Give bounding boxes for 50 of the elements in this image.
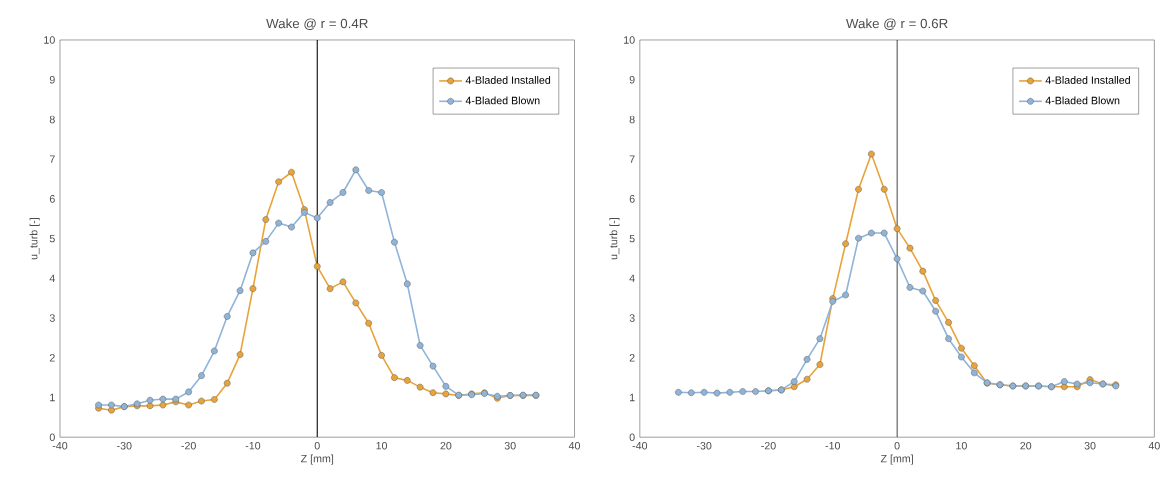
x-tick-label: 30 [1084,441,1096,450]
x-tick-label: 40 [568,441,581,450]
chart-title: Wake @ r = 0.6R [846,18,948,30]
legend-label: 4-Bladed Blown [1045,96,1120,105]
y-tick-label: 2 [49,354,55,362]
x-axis-title: Z [mm] [301,454,334,465]
y-tick-label: 8 [629,115,635,124]
x-tick-label: -30 [696,441,712,450]
y-tick-label: 7 [49,155,55,163]
legend-label: 4-Bladed Installed [1045,76,1130,84]
y-tick-label: 1 [630,393,635,402]
y-tick-label: 4 [49,274,55,283]
x-tick-label: 30 [504,441,516,450]
y-axis-title: u_turb [-] [609,218,620,260]
x-tick-label: -40 [632,441,648,450]
x-axis-title: Z [mm] [880,454,913,465]
y-tick-label: 6 [49,195,55,203]
y-tick-label: 3 [629,314,635,322]
y-axis-title: u_turb [-] [29,218,40,260]
y-tick-label: 9 [629,76,635,84]
y-tick-label: 10 [624,36,635,44]
x-tick-label: -20 [181,441,196,450]
y-tick-label: 2 [629,354,635,362]
y-tick-label: 8 [49,115,55,124]
x-tick-label: 10 [376,441,388,450]
y-tick-label: 1 [50,393,55,402]
x-tick-label: 20 [1020,441,1032,450]
y-tick-label: 5 [49,234,55,243]
y-tick-label: 5 [629,234,635,243]
x-tick-label: 40 [1148,441,1160,450]
x-tick-label: 20 [440,441,452,450]
legend-label: 4-Bladed Blown [465,96,540,105]
chart-title: Wake @ r = 0.4R [266,18,368,30]
x-tick-label: 10 [956,441,967,450]
x-tick-label: -40 [52,441,68,450]
y-tick-label: 0 [49,433,55,442]
x-tick-label: 0 [894,441,900,450]
x-tick-label: -30 [117,441,132,450]
y-tick-label: 3 [49,314,55,322]
y-tick-label: 9 [49,76,55,84]
x-tick-label: -10 [245,441,261,450]
y-tick-label: 7 [629,155,635,163]
y-tick-label: 0 [629,433,635,442]
legend-label: 4-Bladed Installed [465,76,551,84]
y-tick-label: 6 [629,195,635,203]
y-tick-label: 10 [44,36,55,44]
x-tick-label: -10 [825,441,841,450]
x-tick-label: 0 [314,441,320,450]
y-tick-label: 4 [629,274,635,283]
x-tick-label: -20 [761,441,776,450]
